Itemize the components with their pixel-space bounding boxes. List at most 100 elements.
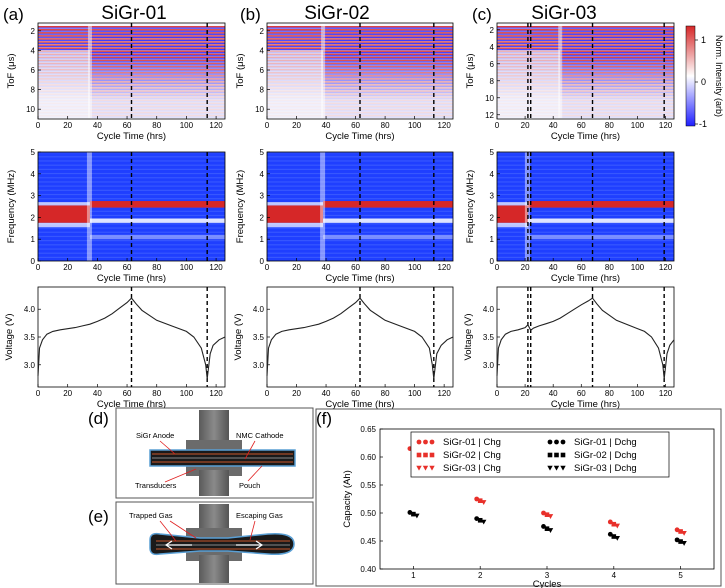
x-tick-label-freq-c-4: 80 [605,263,614,272]
tof-heatmap-c: 0 20 40 60 80 100 120 Cycle Time (hrs) 2 4 6 8 10 12 T… [465,22,675,142]
transducer-top-head [186,440,242,450]
x-tick-label-freq-c-0: 0 [495,263,500,272]
y-tick-label-freq-a-0: 0 [31,257,36,266]
x-tick-label-volt-c-5: 100 [631,389,645,398]
voltage-curve-a [37,297,226,379]
legend-label-sigr-01-dchg: SiGr-01 | Dchg [574,437,637,448]
legend-marker-1-1 [423,452,428,458]
tof-heatmap-a: 0 20 40 60 80 100 120 Cycle Time (hrs) 2 4 6 8 10 ToF… [6,22,226,142]
voltage-plot-a: 0 20 40 60 80 100 120 Cycle Time (hrs) 3.0 3.5 4.0… [4,286,226,410]
tof-heatmap-b: 0 20 40 60 80 100 120 Cycle Time (hrs) 2 4 6 8 10 ToF… [235,22,454,142]
point-series-3-0 [407,510,413,515]
series-4 [411,511,683,544]
y-tick-label-tof-c-1: 4 [490,43,495,52]
legend-marker-4-2 [560,452,566,458]
panel-letter-b: (b) [240,5,261,24]
y-axis-label-tof-b: ToF (μs) [235,53,246,88]
x-tick-label-volt-b-4: 80 [381,389,390,398]
capacity-y-axis-label: Capacity (Ah) [342,470,353,528]
frequency-heatmap-b: 0 20 40 60 80 100 120 Cycle Time (hrs) 0 1 2 3 4 5 Fre… [235,148,454,284]
y-tick-label-freq-a-4: 4 [31,170,36,179]
x-axis-label-tof-b: Cycle Time (hrs) [325,131,394,142]
capacity-y-tick-1: 0.45 [360,537,376,546]
x-tick-label-tof-c-5: 100 [631,121,645,130]
legend-marker-5-2 [560,465,566,471]
x-tick-label-freq-b-4: 80 [381,263,390,272]
x-tick-label-volt-c-6: 120 [659,389,673,398]
x-tick-label-tof-c-3: 60 [577,121,586,130]
panel-letter-d: (d) [88,409,109,428]
x-tick-label-tof-a-6: 120 [209,121,223,130]
y-tick-label-tof-a-0: 2 [31,27,36,36]
point-series-5-4 [681,541,687,546]
x-axis-label-volt-c: Cycle Time (hrs) [551,399,620,410]
legend-marker-3-0 [547,439,553,445]
x-tick-label-tof-c-6: 120 [659,121,673,130]
y-tick-label-tof-b-4: 10 [255,105,264,114]
y-tick-label-volt-c-2: 4.0 [483,305,495,314]
voltage-curve-b [266,297,454,379]
y-axis-label-volt-b: Voltage (V) [233,314,244,361]
legend-box [410,431,670,478]
legend-marker-2-2 [429,465,435,471]
x-tick-label-freq-a-6: 120 [209,263,223,272]
x-tick-label-volt-b-3: 60 [351,389,360,398]
x-axis-label-tof-c: Cycle Time (hrs) [551,131,620,142]
capacity-x-tick-2: 3 [545,571,550,580]
legend-marker-0-2 [429,439,435,445]
x-tick-label-volt-b-0: 0 [265,389,270,398]
x-tick-label-freq-a-2: 40 [93,263,102,272]
capacity-x-axis-label: Cycles [533,579,562,588]
colorbar-tick-1: 1 [701,35,706,45]
title-sigr-01: SiGr-01 [101,3,166,24]
x-axis-label-tof-a: Cycle Time (hrs) [97,131,166,142]
y-axis-label-tof-a: ToF (μs) [6,53,17,88]
legend-marker-4-0 [547,452,553,458]
y-tick-label-tof-c-5: 12 [485,111,494,120]
y-axis-label-volt-c: Voltage (V) [463,314,474,361]
x-tick-label-tof-c-2: 40 [549,121,558,130]
axes-frame-tof-b [266,22,454,120]
legend-label-sigr-02-dchg: SiGr-02 | Dchg [574,450,637,461]
x-tick-label-volt-c-0: 0 [495,389,500,398]
legend-marker-2-0 [416,465,422,471]
x-tick-label-tof-a-1: 20 [63,121,72,130]
x-tick-label-volt-b-2: 40 [322,389,331,398]
axes-frame-freq-b [266,151,454,262]
label-sigr-anode: SiGr Anode [136,431,174,440]
x-tick-label-freq-a-4: 80 [152,263,161,272]
legend-marker-5-0 [547,465,553,471]
capacity-y-tick-0: 0.40 [360,565,376,574]
point-series-1-4 [678,529,683,534]
y-tick-label-tof-b-1: 4 [260,46,265,55]
x-tick-label-volt-c-2: 40 [549,389,558,398]
capacity-y-tick-5: 0.65 [360,425,376,434]
point-series-2-1 [481,500,487,505]
title-sigr-03: SiGr-03 [531,3,596,24]
x-axis-label-volt-b: Cycle Time (hrs) [325,399,394,410]
x-tick-label-tof-a-4: 80 [152,121,161,130]
x-tick-label-freq-c-2: 40 [549,263,558,272]
x-tick-label-tof-c-0: 0 [495,121,500,130]
y-tick-label-tof-b-2: 6 [260,66,265,75]
x-tick-label-volt-b-5: 100 [408,389,422,398]
legend-marker-3-1 [554,439,559,445]
capacity-x-tick-0: 1 [411,571,416,580]
legend-marker-4-1 [554,452,559,458]
transducer-bottom [199,470,229,496]
y-tick-label-tof-c-2: 6 [490,60,495,69]
y-tick-label-freq-a-1: 1 [31,235,36,244]
y-tick-label-tof-c-3: 8 [490,77,495,86]
x-tick-label-freq-b-5: 100 [408,263,422,272]
x-tick-label-volt-b-6: 120 [437,389,451,398]
colorbar: 1 0 -1 Norm. Intensity (arb) [685,25,724,129]
y-tick-label-tof-a-4: 10 [26,105,35,114]
label-transducers: Transducers [135,481,177,490]
y-tick-label-volt-b-0: 3.0 [253,361,265,370]
axes-frame-tof-a [37,22,226,120]
capacity-x-tick-4: 5 [678,571,683,580]
x-tick-label-tof-a-0: 0 [36,121,41,130]
point-series-5-0 [414,513,420,519]
x-tick-label-tof-a-3: 60 [123,121,132,130]
